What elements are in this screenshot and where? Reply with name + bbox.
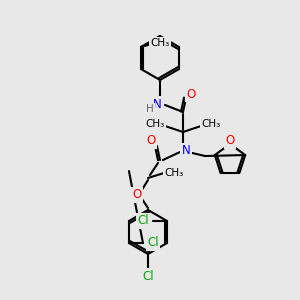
Text: O: O <box>132 188 142 202</box>
Text: CH₃: CH₃ <box>201 119 220 129</box>
Text: O: O <box>186 88 196 100</box>
Text: N: N <box>153 98 161 110</box>
Text: Cl: Cl <box>142 269 154 283</box>
Text: Cl: Cl <box>147 236 159 250</box>
Text: CH₃: CH₃ <box>150 38 170 48</box>
Text: H: H <box>146 104 154 114</box>
Text: CH₃: CH₃ <box>164 168 184 178</box>
Text: O: O <box>225 134 235 148</box>
Text: CH₃: CH₃ <box>146 119 165 129</box>
Text: Cl: Cl <box>137 214 149 227</box>
Text: O: O <box>146 134 156 148</box>
Text: N: N <box>182 145 190 158</box>
